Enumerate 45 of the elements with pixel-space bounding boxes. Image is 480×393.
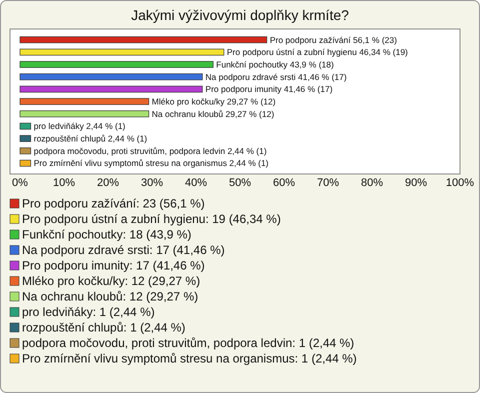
bar <box>20 48 224 56</box>
x-tick-label: 80% <box>360 177 384 189</box>
bar <box>20 122 32 130</box>
data-label: Funkční pochoutky 43,9 % (18) <box>216 59 334 70</box>
x-tick-label: 90% <box>404 177 428 189</box>
bar <box>20 86 203 93</box>
x-tick-label: 30% <box>140 177 164 189</box>
bar <box>20 73 203 80</box>
x-tick-label: 70% <box>316 177 340 189</box>
data-label: Pro podporu zažívání 56,1 % (23) <box>270 34 398 45</box>
x-tick-label: 0% <box>12 177 28 189</box>
bar <box>20 135 32 142</box>
text: Na podporu zdravé srsti: 17 (41,46 %) <box>22 243 225 258</box>
text: Funkční pochoutky: 18 (43,9 %) <box>22 228 192 242</box>
text: Na ochranu kloubů: 12 (29,27 %) <box>22 290 198 304</box>
data-label: Pro podporu imunity 41,46 % (17) <box>205 84 333 94</box>
chart-title: Jakými výživovými doplňky krmíte? <box>131 7 350 23</box>
x-tick-label: 20% <box>96 177 120 189</box>
text: Pro podporu imunity: 17 (41,46 %) <box>22 258 205 273</box>
data-label: pro ledviňáky 2,44 % (1) <box>34 121 126 132</box>
x-tick-label: 40% <box>184 177 208 189</box>
text: Pro zmírnění vlivu symptomů stresu na organismus: 1 (2,44 %) <box>22 352 357 366</box>
text: pro ledviňáky: 1 (2,44 %) <box>22 305 155 320</box>
data-label: podpora močovodu, proti struvitům, podpora ledvin 2,44 % (1) <box>34 146 267 156</box>
bar <box>20 98 150 105</box>
data-label: rozpouštění chlupů 2,44 % (1) <box>34 134 148 144</box>
x-tick-label: 60% <box>272 177 296 189</box>
bar <box>20 36 268 44</box>
data-label: Pro podporu ústní a zubní hygienu 46,34 % (19) <box>226 47 408 58</box>
text: podpora močovodu, proti struvitům, podpora ledvin: 1 (2,44 %) <box>22 336 354 350</box>
text: Mléko pro kočku/ky: 12 (29,27 %) <box>22 274 200 288</box>
data-label: Na podporu zdravé srsti 41,46 % (17) <box>205 72 347 82</box>
text: Pro podporu ústní a zubní hygienu: 19 (46,34 %) <box>22 212 281 226</box>
bar <box>20 147 32 154</box>
x-tick-label: 100% <box>446 177 474 189</box>
bar <box>20 110 150 118</box>
data-label: Na ochranu kloubů 29,27 % (12) <box>152 108 274 119</box>
data-label: Pro zmírnění vlivu symptomů stresu na organismus 2,44 % (1) <box>34 158 269 168</box>
x-tick-label: 50% <box>228 177 252 189</box>
text: rozpouštění chlupů: 1 (2,44 %) <box>22 320 186 335</box>
text: Pro podporu zažívání: 23 (56,1 %) <box>22 196 205 211</box>
bar <box>20 160 32 167</box>
data-label: Mléko pro kočku/ky 29,27 % (12) <box>152 96 276 106</box>
x-tick-label: 10% <box>52 177 76 189</box>
bar <box>20 61 214 68</box>
